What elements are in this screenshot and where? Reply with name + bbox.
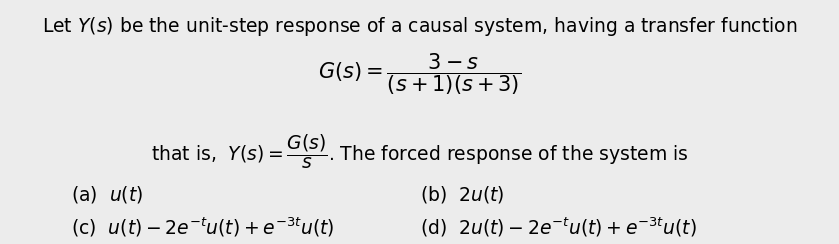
Text: (d)  $2u(t) - 2e^{-t}u(t) + e^{-3t}u(t)$: (d) $2u(t) - 2e^{-t}u(t) + e^{-3t}u(t)$ (420, 215, 696, 239)
Text: (a)  $u(t)$: (a) $u(t)$ (71, 184, 143, 205)
Text: $\mathit{G}(s) = \dfrac{3-s}{(s+1)(s+3)}$: $\mathit{G}(s) = \dfrac{3-s}{(s+1)(s+3)}… (318, 52, 521, 97)
Text: (c)  $u(t) - 2e^{-t}u(t) + e^{-3t}u(t)$: (c) $u(t) - 2e^{-t}u(t) + e^{-3t}u(t)$ (71, 215, 335, 239)
Text: (b)  $2u(t)$: (b) $2u(t)$ (420, 184, 504, 205)
Text: that is,  $\mathit{Y}(s) = \dfrac{\mathit{G}(s)}{s}$. The forced response of the: that is, $\mathit{Y}(s) = \dfrac{\mathit… (151, 132, 688, 171)
Text: Let $Y(s)$ be the unit-step response of a causal system, having a transfer funct: Let $Y(s)$ be the unit-step response of … (42, 15, 797, 38)
